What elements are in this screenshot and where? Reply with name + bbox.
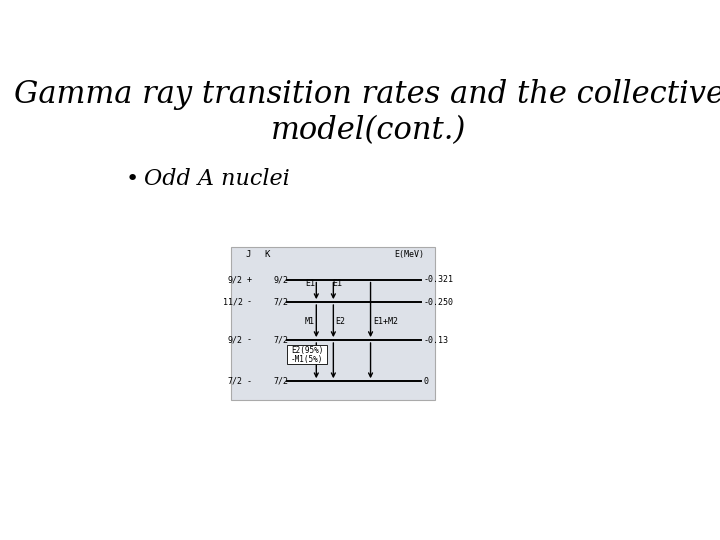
Text: -0.250: -0.250	[423, 298, 454, 307]
Text: 11/2: 11/2	[222, 298, 243, 307]
Text: -: -	[246, 377, 251, 386]
Text: -0.321: -0.321	[423, 275, 454, 284]
Text: K: K	[265, 251, 270, 260]
Text: 0: 0	[423, 377, 428, 386]
Text: -: -	[246, 335, 251, 345]
Text: •: •	[126, 169, 139, 189]
Text: E1: E1	[333, 279, 343, 288]
Text: E(MeV): E(MeV)	[394, 251, 424, 260]
Text: -: -	[246, 298, 251, 307]
Text: E1+M2: E1+M2	[373, 316, 398, 326]
Bar	[287, 345, 327, 363]
Text: Gamma ray transition rates and the collective: Gamma ray transition rates and the colle…	[14, 78, 720, 110]
Text: +: +	[246, 275, 251, 284]
Text: 7/2: 7/2	[274, 298, 289, 307]
Bar	[231, 247, 435, 400]
Text: E2: E2	[335, 316, 345, 326]
Text: -0.13: -0.13	[423, 335, 449, 345]
Text: 7/2: 7/2	[274, 377, 289, 386]
Text: J: J	[246, 251, 251, 260]
Text: 7/2: 7/2	[274, 335, 289, 345]
Text: 7/2: 7/2	[228, 377, 243, 386]
Text: -M1(5%): -M1(5%)	[291, 355, 323, 364]
Text: E1: E1	[305, 279, 315, 288]
Text: E2(95%): E2(95%)	[291, 346, 323, 355]
Text: 9/2: 9/2	[228, 275, 243, 284]
Text: Odd A nuclei: Odd A nuclei	[144, 168, 290, 190]
Text: 9/2: 9/2	[274, 275, 289, 284]
Text: model(cont.): model(cont.)	[271, 115, 467, 146]
Text: 9/2: 9/2	[228, 335, 243, 345]
Text: M1: M1	[305, 316, 315, 326]
